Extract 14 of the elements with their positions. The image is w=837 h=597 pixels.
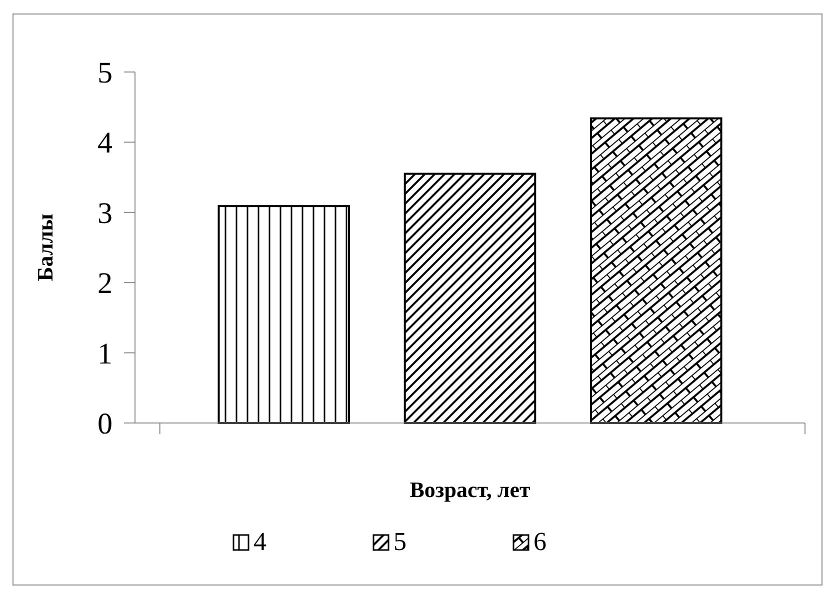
- y-tick-label: 4: [98, 126, 112, 160]
- y-tick-label: 5: [98, 56, 112, 90]
- y-tick-label: 1: [98, 337, 112, 370]
- y-axis-title: Баллы: [32, 214, 58, 282]
- legend-label: 5: [394, 527, 406, 556]
- y-tick-label: 2: [98, 267, 112, 300]
- bar: [404, 172, 536, 424]
- bar: [218, 205, 350, 424]
- legend-label: 6: [534, 527, 546, 556]
- x-axis-title: Возраст, лет: [410, 477, 530, 502]
- bar: [590, 117, 722, 424]
- legend-label: 4: [254, 527, 266, 556]
- y-tick-label: 3: [98, 196, 112, 230]
- y-tick-label: 0: [98, 408, 112, 440]
